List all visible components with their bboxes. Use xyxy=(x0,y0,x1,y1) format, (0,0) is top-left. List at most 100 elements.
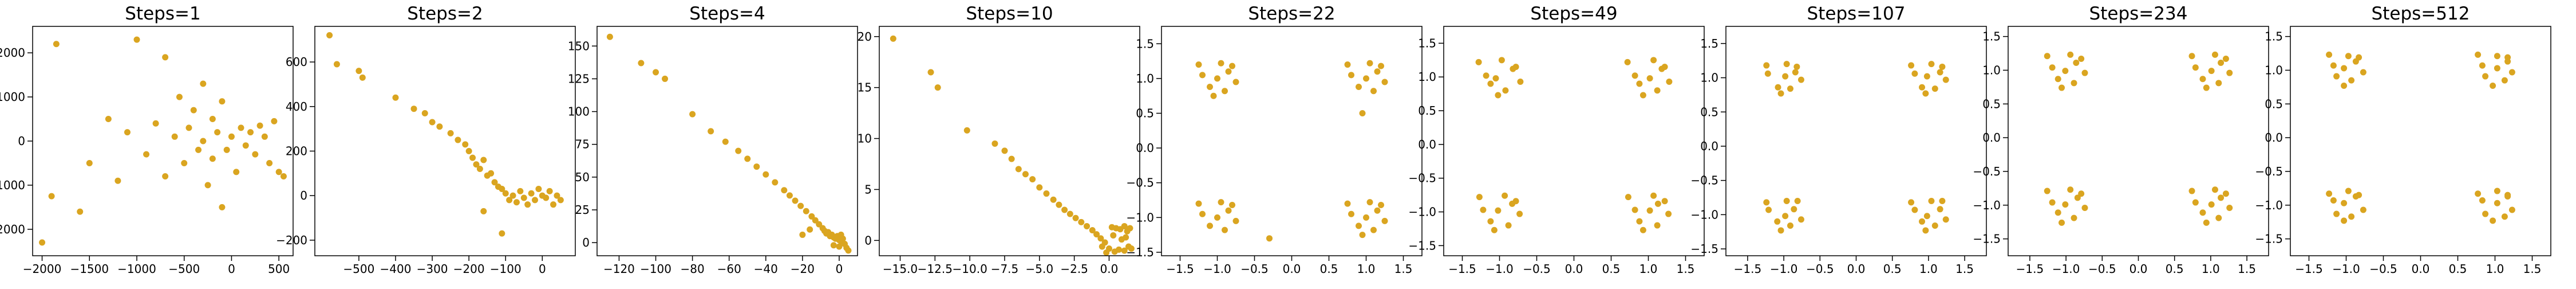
scatter-point xyxy=(280,173,287,180)
scatter-point xyxy=(410,106,417,112)
scatter-point xyxy=(455,136,461,143)
x-tick-label: −1.5 xyxy=(2016,262,2044,276)
scatter-point xyxy=(209,116,216,123)
scatter-point xyxy=(1654,222,1661,229)
scatter-point xyxy=(1922,227,1929,234)
y-tick-label: 1.5 xyxy=(1982,30,2001,44)
scatter-point xyxy=(1908,62,1915,69)
scatter-point xyxy=(114,177,121,184)
scatter-point xyxy=(1765,206,1772,213)
x-tick-label: −7.5 xyxy=(991,262,1019,276)
scatter-point xyxy=(473,161,480,168)
scatter-point xyxy=(1199,210,1206,217)
x-tick-label: 0.5 xyxy=(1883,262,1902,276)
y-tick-label: 5 xyxy=(864,182,872,196)
y-tick-label: 100 xyxy=(568,105,590,119)
scatter-point xyxy=(491,179,498,186)
x-tick-label: −1.0 xyxy=(1203,262,1231,276)
scatter-point xyxy=(2494,188,2500,194)
scatter-point xyxy=(2215,214,2222,221)
scatter-point xyxy=(214,129,221,136)
scatter-point xyxy=(1111,248,1118,255)
scatter-point xyxy=(1498,57,1505,64)
scatter-point xyxy=(1103,249,1110,256)
scatter-point xyxy=(176,93,183,100)
plot-area xyxy=(326,32,564,237)
scatter-point xyxy=(890,35,896,42)
scatter-point xyxy=(1127,225,1133,232)
x-tick-label: −400 xyxy=(380,262,412,276)
scatter-point xyxy=(223,146,230,153)
scatter-point xyxy=(1650,57,1657,64)
scatter-point xyxy=(2330,197,2337,204)
scatter-point xyxy=(133,36,140,43)
scatter-point xyxy=(546,188,553,194)
scatter-point xyxy=(2081,69,2088,76)
scatter-point xyxy=(1363,75,1369,82)
scatter-point xyxy=(1378,202,1384,209)
x-tick-label: 0.0 xyxy=(2129,262,2148,276)
scatter-point xyxy=(1661,64,1668,71)
x-tick-label: 0.0 xyxy=(2412,262,2430,276)
scatter-point xyxy=(1475,58,1482,65)
scatter-point xyxy=(1923,213,1930,220)
scatter-point xyxy=(554,192,560,199)
scatter-point xyxy=(200,80,207,87)
scatter-point xyxy=(1911,70,1918,77)
scatter-point xyxy=(2044,188,2050,194)
x-tick-label: −0.5 xyxy=(1523,262,1551,276)
x-tick-label: 1.5 xyxy=(2523,262,2542,276)
scatter-point xyxy=(162,54,169,61)
scatter-point xyxy=(242,142,249,149)
chart-title: Steps=49 xyxy=(1530,3,1617,24)
scatter-point xyxy=(2475,51,2482,58)
scatter-point xyxy=(1066,210,1073,217)
y-tick-label: −1.5 xyxy=(1690,242,1718,256)
plot-area xyxy=(890,35,1135,256)
scatter-point xyxy=(2490,217,2496,224)
scatter-point xyxy=(963,127,970,134)
scatter-point xyxy=(1232,217,1239,224)
chart-title: Steps=1 xyxy=(125,3,200,24)
scatter-point xyxy=(1487,218,1494,225)
scatter-point xyxy=(2218,60,2225,67)
scatter-point xyxy=(1783,61,1790,68)
scatter-point xyxy=(744,155,751,162)
scatter-point xyxy=(1366,199,1373,206)
scatter-point xyxy=(266,159,273,166)
scatter-point xyxy=(1783,197,1790,204)
axes-frame xyxy=(879,26,1140,256)
scatter-point xyxy=(2479,197,2486,204)
scatter-point xyxy=(2501,77,2508,84)
scatter-point xyxy=(1214,214,1220,221)
scatter-point xyxy=(837,231,844,238)
scatter-point xyxy=(2218,194,2225,201)
scatter-point xyxy=(1787,222,1793,229)
scatter-point xyxy=(447,130,454,136)
scatter-point xyxy=(2490,83,2496,89)
scatter-point xyxy=(1625,194,1631,201)
scatter-point xyxy=(1370,88,1377,95)
scatter-point xyxy=(2074,194,2081,201)
x-tick-label: 1.0 xyxy=(2202,262,2220,276)
scatter-point xyxy=(1931,85,1938,92)
plot-area xyxy=(39,36,287,246)
scatter-point xyxy=(2504,54,2511,61)
scatter-point xyxy=(1661,198,1668,205)
scatter-point xyxy=(1491,226,1498,233)
scatter-point xyxy=(1225,68,1232,75)
scatter-point xyxy=(816,221,823,228)
x-tick-label: 1.5 xyxy=(1677,262,1695,276)
scatter-point xyxy=(275,169,282,175)
y-tick-label: 1.0 xyxy=(1700,71,1718,85)
scatter-point xyxy=(1919,84,1926,91)
scatter-point xyxy=(2215,80,2222,87)
y-tick-label: 0.5 xyxy=(2265,97,2283,111)
y-tick-label: −1.0 xyxy=(1126,210,1154,224)
scatter-point xyxy=(807,226,813,233)
x-tick-label: −1.0 xyxy=(1770,262,1798,276)
y-tick-label: 20 xyxy=(858,30,872,44)
plot-area xyxy=(2044,51,2233,226)
scatter-point xyxy=(143,151,150,158)
plot-area xyxy=(606,33,852,254)
